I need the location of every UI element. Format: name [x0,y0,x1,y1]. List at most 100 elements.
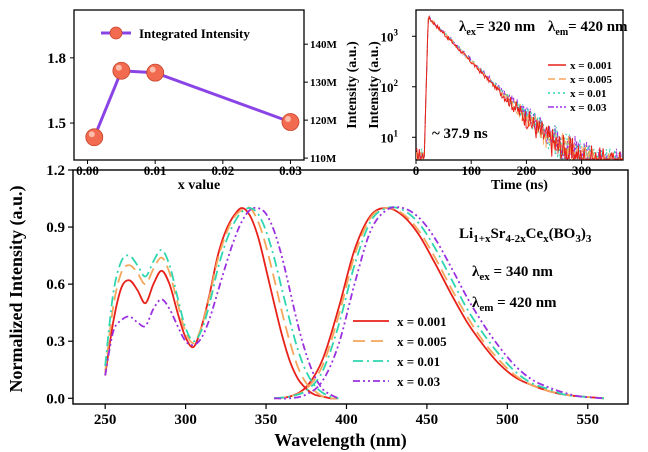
lambda-symbol: λ [472,264,480,280]
inset-left-x-tick-label: 0.00 [76,163,99,178]
emission-label: λem = 420 nm [472,295,557,314]
tick-exponent: 2 [394,78,399,88]
inset-right-x-tick-label: 300 [572,163,592,178]
inset-left-legend-label: Integrated Intensity [139,26,250,41]
legend-label-1: x = 0.001 [397,314,447,329]
lambda-symbol: λ [459,19,467,35]
excitation-label: λex = 340 nm [472,264,553,283]
em-subscript: em [479,302,493,314]
inset-right-x-label: Time (ns) [491,178,548,193]
legend-label-2: x = 0.005 [397,334,447,349]
x-axis-label: Wavelength (nm) [274,430,407,451]
formula-subscript: x [543,233,549,245]
series-2-emission-line [274,207,604,400]
x-tick-label: 450 [416,412,439,428]
inset-left-legend-marker [109,26,123,40]
tick-base: 10 [381,80,394,95]
point-highlight [88,131,95,138]
integrated-intensity-point-1 [85,128,104,147]
formula-subscript: 3 [575,233,581,245]
inset-right-y-tick-label: 102 [381,78,399,95]
inset-left-right-tick-label: 130M [310,77,338,89]
point-highlight [115,64,122,71]
main-plot-frame [72,169,629,405]
inset-left-right-tick-label: 140M [310,39,338,51]
x-tick-label: 350 [255,412,278,428]
inset-left-x-label: x value [178,178,220,193]
inset-left-x-tick-label: 0.03 [279,163,302,178]
lambda-symbol: λ [472,295,480,311]
x-tick-label: 250 [94,412,117,428]
inset-right-legend-label-3: x = 0.01 [570,88,607,100]
em-value: = 420 nm [568,19,628,35]
decay-series-1-line [416,14,623,160]
ex-subscript: ex [466,27,475,38]
series-1-emission-line [274,207,604,400]
x-tick-label: 550 [577,412,600,428]
inset-right-frame [415,9,624,161]
formula-label: Li1+xSr4-2xCex(BO3)3 [459,226,592,245]
inset-right-legend-label-4: x = 0.03 [570,102,607,114]
series-4-excitation-line [104,206,339,400]
integrated-intensity-point-2 [112,61,131,80]
tick-base: 10 [381,29,394,44]
formula-subscript: 4-2x [505,233,526,245]
inset-right-legend-label-1: x = 0.001 [570,60,612,72]
series-1-excitation-line [104,207,339,400]
series-2-excitation-line [104,206,339,400]
decay-series-3-line [416,15,623,160]
series-3-excitation-line [104,207,339,400]
y-tick-label: 1.2 [46,163,65,179]
inset-right-x-tick-label: 100 [461,163,481,178]
inset-right-emission: λem= 420 nm [548,19,628,38]
formula-text: ) [581,226,586,242]
y-tick-label: 0.6 [46,277,65,293]
inset-left-right-tick-label: 110M [310,153,337,165]
inset-left-x-tick-label: 0.02 [211,163,234,178]
inset-right-y-tick-label: 101 [381,128,399,145]
x-tick-label: 300 [174,412,197,428]
integrated-intensity-line [92,69,292,138]
tick-exponent: 1 [394,128,399,138]
inset-left-right-tick-label: 120M [310,115,338,127]
inset-integrated-intensity: 0.00 0.01 0.02 0.03 1.5 1.8 110M 120M 130M 140M x … [47,9,360,193]
x-tick-label: 400 [335,412,358,428]
y-axis-label: Normalized Intensity (a.u.) [6,186,27,393]
y-tick-label: 0.3 [46,334,65,350]
main-chart: 250 300 350 400 450 500 550 0.0 0.3 0.6 0.9 1.2 Wave… [6,163,629,451]
inset-left-y-tick-label: 1.8 [47,51,66,67]
x-tick-label: 500 [496,412,519,428]
formula-text: (BO [549,226,576,242]
integrated-intensity-point-4 [281,113,300,131]
point-highlight [284,116,291,123]
lambda-symbol: λ [548,19,556,35]
ex-value: = 340 nm [490,264,554,280]
lifetime-label: ~ 37.9 ns [432,126,488,142]
y-tick-label: 0.9 [46,220,65,236]
em-value: = 420 nm [493,295,557,311]
inset-right-x-tick-label: 0 [413,163,420,178]
integrated-intensity-point-3 [146,63,165,82]
inset-right-y-tick-label: 103 [381,27,399,44]
formula-text: Li [459,226,473,242]
inset-left-y-tick-label: 1.5 [47,116,66,132]
formula-subscript: 3 [586,233,592,245]
inset-left-x-tick-label: 0.01 [144,163,167,178]
formula-subscript: 1+x [473,233,491,245]
inset-right-legend-label-2: x = 0.005 [570,74,613,86]
series-4-emission-line [274,206,604,400]
ex-value: = 320 nm [476,19,536,35]
em-subscript: em [555,27,568,38]
tick-exponent: 3 [394,27,399,37]
y-tick-label: 0.0 [46,391,65,407]
formula-text: Sr [490,226,505,242]
inset-right-excitation: λex= 320 nm [459,19,536,38]
inset-right-x-tick-label: 200 [517,163,537,178]
inset-left-y-label: Intensity (a.u.) [345,41,360,129]
legend-label-3: x = 0.01 [397,354,440,369]
formula-text: Ce [526,226,544,242]
tick-base: 10 [381,130,394,145]
point-highlight [149,66,156,73]
